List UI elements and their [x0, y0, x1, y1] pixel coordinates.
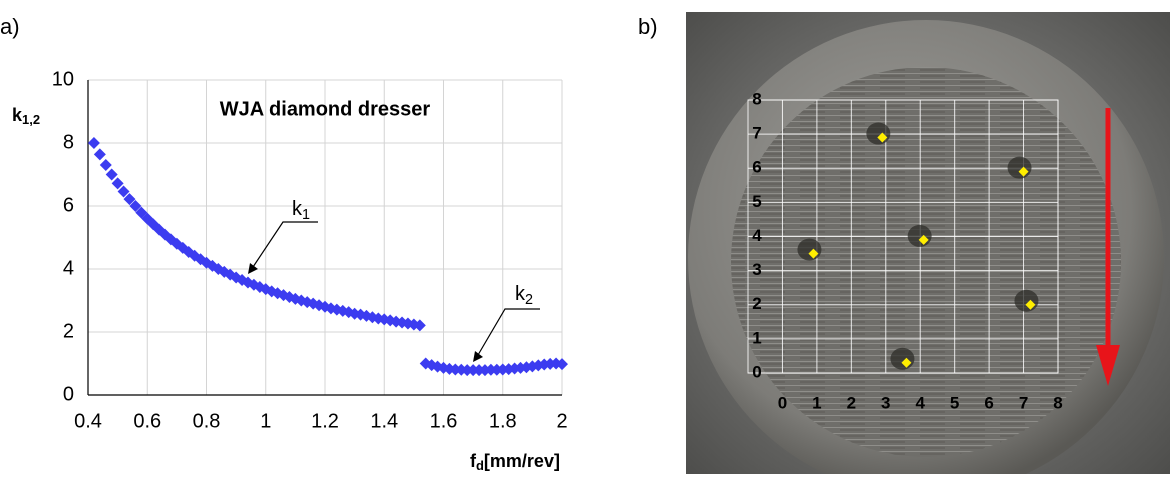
- x-tick-label: 1: [260, 410, 271, 432]
- annotation-subscript: 2: [525, 292, 533, 308]
- point: [901, 357, 912, 368]
- x-tick-label: 1.4: [370, 410, 398, 432]
- dresser-diamond-pit: [1007, 156, 1032, 179]
- point: [111, 177, 124, 190]
- annotation-main: k: [292, 198, 303, 220]
- x-tick-label: 7: [1019, 393, 1028, 412]
- annotation: k1: [292, 198, 310, 223]
- y-tick-label: 4: [63, 257, 74, 279]
- dresser-diamond-pit: [1014, 289, 1039, 312]
- x-axis-label-main: f: [470, 451, 477, 471]
- point: [129, 200, 142, 212]
- y-tick-label: 2: [752, 294, 761, 313]
- point: [877, 132, 888, 143]
- panel-label: a): [0, 14, 20, 39]
- x-tick-label: 1.6: [430, 410, 458, 432]
- x-tick-label: 0.4: [74, 410, 102, 432]
- point: [93, 148, 106, 161]
- y-axis-label: k1,2: [12, 105, 40, 128]
- chart-b: 0 1 2 3 4 5 6 7 8 0 1 2 3 4 5 6 7 8: [747, 89, 1063, 412]
- x-tick-label: 5: [950, 393, 959, 412]
- chart-title: WJA diamond dresser: [220, 98, 431, 120]
- x-tick-label: 1: [812, 393, 821, 412]
- x-tick-label: 1.2: [311, 410, 339, 432]
- point: [1025, 299, 1036, 310]
- y-tick-label: 8: [63, 131, 74, 153]
- y-tick-label: 1: [752, 328, 761, 347]
- x-tick-label: 6: [984, 393, 993, 412]
- x-tick-label: 2: [556, 410, 567, 432]
- panel-label: b): [638, 14, 658, 39]
- annotation-leader: [252, 221, 318, 268]
- x-tick-label: 3: [881, 393, 890, 412]
- y-tick-label: 8: [752, 89, 761, 108]
- y-axis-label-subscript: 1,2: [22, 112, 40, 127]
- x-tick-label: 2: [847, 393, 856, 412]
- point: [117, 185, 130, 198]
- point: [556, 358, 568, 371]
- annotation-arrowhead: [473, 351, 483, 362]
- annotation-leader: [477, 308, 540, 356]
- y-tick-label: 0: [63, 383, 74, 405]
- point: [413, 319, 426, 332]
- dresser-diamond-pit: [890, 347, 915, 370]
- point: [87, 137, 100, 149]
- y-tick-label: 6: [752, 158, 761, 177]
- annotation-subscript: 1: [302, 207, 310, 223]
- x-tick-label: 0: [778, 393, 787, 412]
- point: [808, 248, 819, 259]
- x-axis-label-subscript: d: [476, 458, 484, 473]
- point: [1018, 166, 1029, 177]
- dresser-diamond-pit: [866, 122, 891, 145]
- y-tick-label: 0: [752, 362, 761, 381]
- x-axis-label-suffix: [mm/rev]: [484, 451, 560, 471]
- y-tick-label: 10: [52, 68, 74, 90]
- dresser-diamond-pit: [907, 224, 932, 247]
- chart-a: 0.4 0.6 0.8 1 1.2 1.4 1.6 1.8 2 0 2 4 6 8 10 WJA diamon…: [12, 68, 568, 473]
- x-tick-label: 0.8: [193, 410, 221, 432]
- annotation-main: k: [515, 283, 526, 305]
- y-tick-label: 6: [63, 194, 74, 216]
- point: [918, 234, 929, 245]
- annotation-arrowhead: [248, 263, 258, 274]
- y-tick-label: 7: [752, 124, 761, 143]
- x-tick-label: 0.6: [133, 410, 161, 432]
- annotation: k2: [515, 283, 533, 308]
- y-tick-label: 3: [752, 260, 761, 279]
- y-tick-label: 2: [63, 320, 74, 342]
- x-tick-label: 8: [1053, 393, 1062, 412]
- y-tick-label: 4: [752, 226, 762, 245]
- direction-arrow-head: [1096, 345, 1120, 386]
- point: [105, 168, 118, 181]
- x-axis-label: fd[mm/rev]: [470, 451, 560, 474]
- dresser-diamond-pit: [797, 238, 822, 261]
- x-tick-label: 4: [915, 393, 925, 412]
- y-axis-label-main: k: [12, 105, 23, 125]
- point: [123, 193, 136, 206]
- point: [99, 159, 112, 172]
- x-tick-label: 1.8: [489, 410, 517, 432]
- y-tick-label: 5: [752, 192, 761, 211]
